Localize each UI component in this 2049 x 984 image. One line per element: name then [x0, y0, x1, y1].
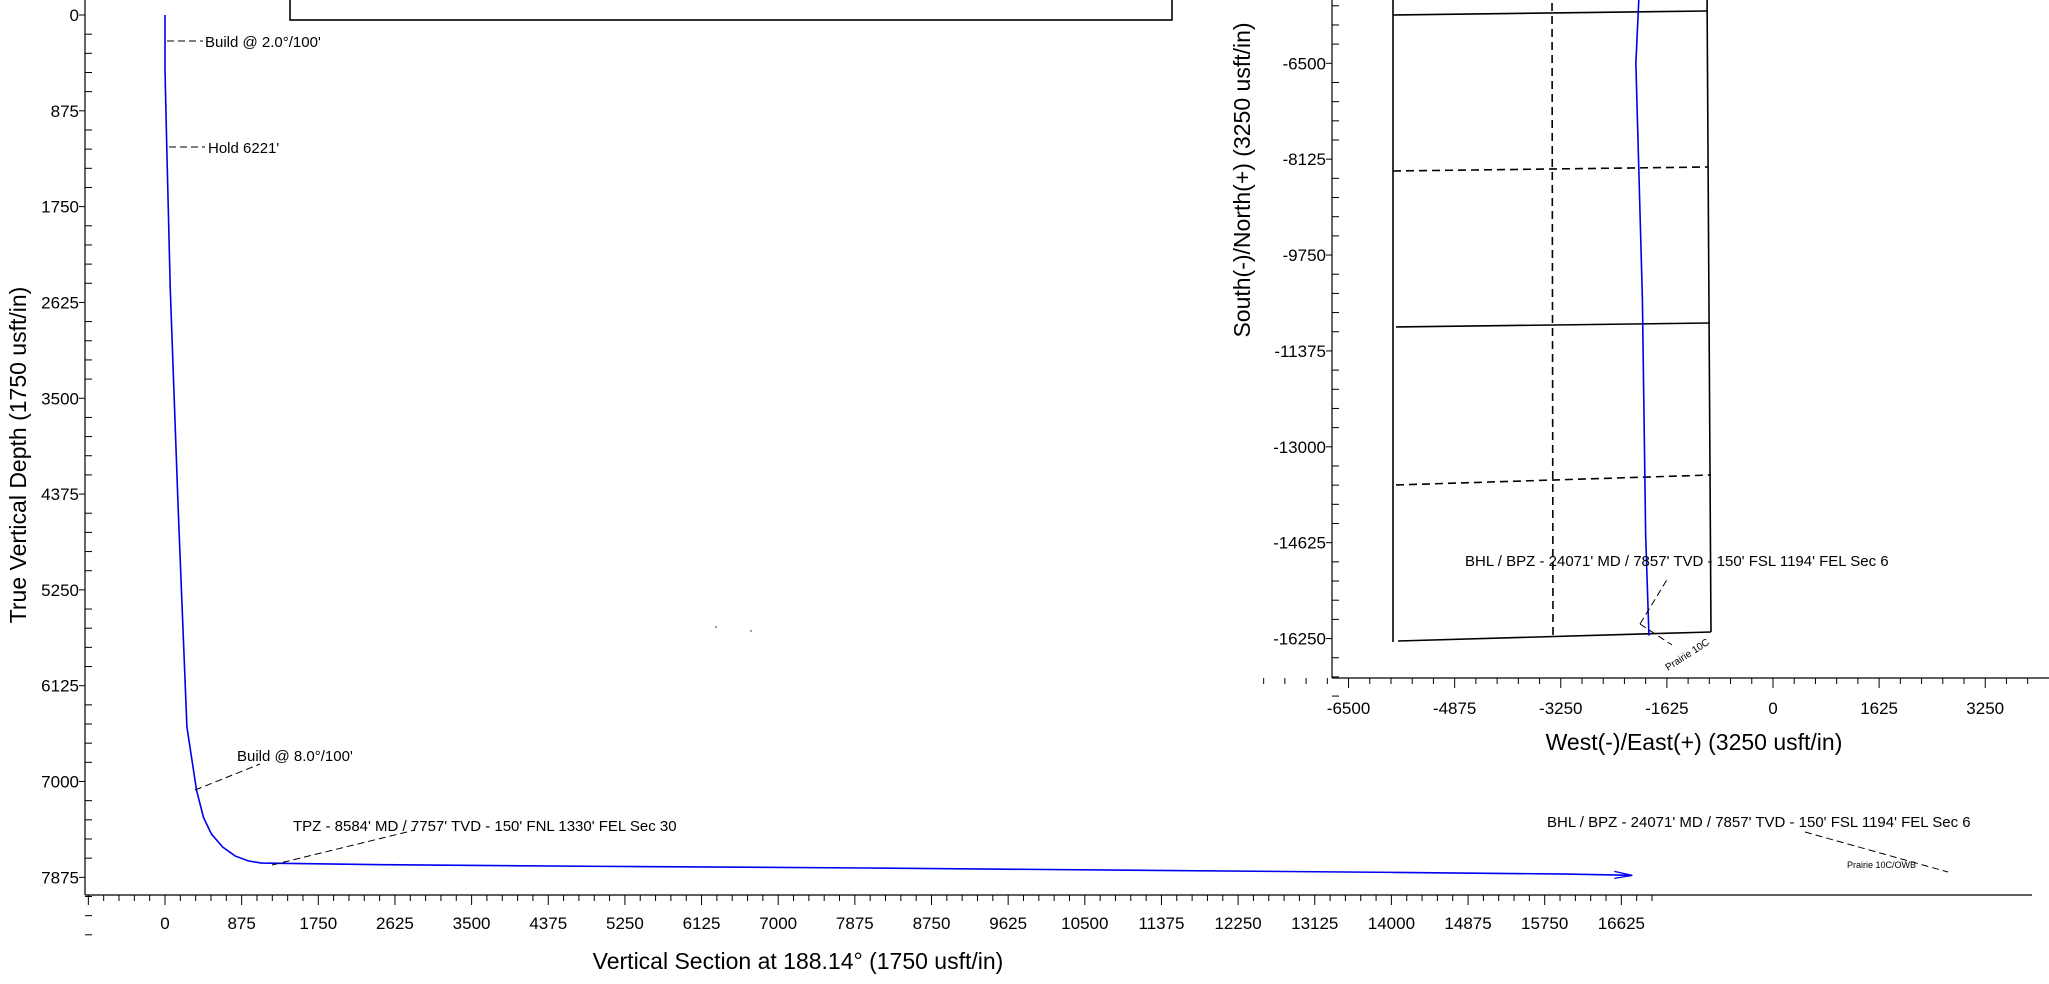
plan-well-path — [1635, 0, 1650, 636]
annotation-build-8deg: Build @ 8.0°/100' — [237, 748, 353, 765]
plan-y-tick-label: -14625 — [1273, 534, 1326, 553]
plan-y-axis-title: South(-)/North(+) (3250 usft/in) — [1229, 22, 1255, 337]
vs-y-tick-label: 7875 — [41, 868, 79, 887]
annotation-tpz: TPZ - 8584' MD / 7757' TVD - 150' FNL 13… — [293, 818, 677, 835]
plan-x-tick-label: -4875 — [1433, 699, 1476, 718]
vs-x-tick-label: 0 — [160, 914, 169, 933]
vs-x-tick-label: 14875 — [1444, 914, 1491, 933]
quarter-line-vertical — [1551, 0, 1554, 639]
vs-y-tick-label: 2625 — [41, 293, 79, 312]
vs-x-tick-label: 8750 — [913, 914, 951, 933]
plan-annotation-well-name: Prairie 10C — [1664, 637, 1712, 673]
annotation-hold: Hold 6221' — [208, 140, 279, 157]
section-line-east — [1706, 0, 1712, 633]
vs-x-tick-label: 6125 — [683, 914, 721, 933]
vs-x-tick-label: 12250 — [1214, 914, 1261, 933]
stray-dot — [715, 626, 717, 628]
plan-y-tick-label: -13000 — [1273, 438, 1326, 457]
section-line-south — [1397, 631, 1712, 642]
plan-x-tick-label: 1625 — [1860, 699, 1898, 718]
vs-x-tick-label: 9625 — [989, 914, 1027, 933]
section-line-north — [1392, 10, 1708, 16]
plan-x-axis-title: West(-)/East(+) (3250 usft/in) — [1546, 729, 1843, 755]
quarter-line-horizontal-2 — [1395, 474, 1712, 486]
vs-well-endpoint — [1614, 870, 1633, 879]
vs-x-tick-label: 7875 — [836, 914, 874, 933]
vs-x-tick-label: 10500 — [1061, 914, 1108, 933]
vs-x-tick-label: 2625 — [376, 914, 414, 933]
annotation-build-2deg: Build @ 2.0°/100' — [205, 34, 321, 51]
annotation-bhl: BHL / BPZ - 24071' MD / 7857' TVD - 150'… — [1547, 814, 1971, 831]
vs-x-tick-label: 11375 — [1138, 914, 1184, 933]
vs-x-tick-label: 5250 — [606, 914, 644, 933]
plan-y-tick-label: -6500 — [1283, 54, 1326, 73]
plan-annotation-bhl: BHL / BPZ - 24071' MD / 7857' TVD - 150'… — [1465, 553, 1889, 570]
quarter-line-horizontal-1 — [1392, 166, 1709, 172]
vs-x-tick-label: 875 — [227, 914, 255, 933]
plan-y-tick-label: -8125 — [1283, 150, 1326, 169]
annotation-leader — [1639, 577, 1669, 625]
vs-x-axis-title: Vertical Section at 188.14° (1750 usft/i… — [593, 948, 1004, 974]
vs-x-tick-label: 15750 — [1521, 914, 1568, 933]
plan-y-tick-label: -11375 — [1274, 342, 1326, 361]
annotation-well-name: Prairie 10C/OWB — [1847, 860, 1916, 870]
vs-y-tick-label: 0 — [70, 6, 79, 25]
annotation-leader — [271, 829, 416, 866]
vs-x-tick-label: 1750 — [299, 914, 337, 933]
annotation-leader — [1804, 831, 1949, 873]
vs-y-tick-label: 6125 — [41, 677, 79, 696]
vs-y-tick-label: 3500 — [41, 389, 79, 408]
plan-section-grid — [1392, 0, 1712, 642]
plan-x-tick-label: -3250 — [1539, 699, 1582, 718]
vs-y-tick-label: 7000 — [41, 773, 79, 792]
vs-x-tick-label: 13125 — [1291, 914, 1338, 933]
vs-y-axis-title: True Vertical Depth (1750 usft/in) — [5, 287, 31, 624]
annotation-leader — [194, 763, 261, 791]
vs-y-tick-label: 1750 — [41, 198, 79, 217]
vs-x-tick-label: 14000 — [1368, 914, 1415, 933]
vs-well-path — [164, 15, 1633, 877]
plan-x-tick-label: 0 — [1768, 699, 1777, 718]
vs-x-tick-label: 4375 — [529, 914, 567, 933]
vs-y-tick-label: 5250 — [41, 581, 79, 600]
vs-x-tick-label: 3500 — [453, 914, 491, 933]
vs-y-tick-label: 4375 — [41, 485, 79, 504]
plan-x-tick-label: -6500 — [1327, 699, 1370, 718]
vs-x-tick-label: 16625 — [1598, 914, 1645, 933]
vs-x-tick-label: 7000 — [759, 914, 797, 933]
section-line-mid — [1395, 322, 1711, 328]
annotation-leader — [1639, 623, 1673, 646]
plan-x-tick-label: 3250 — [1966, 699, 2004, 718]
plan-y-tick-label: -9750 — [1283, 246, 1326, 265]
stray-dot — [750, 630, 752, 632]
plan-x-tick-label: -1625 — [1645, 699, 1688, 718]
header-box-fragment — [289, 0, 1173, 21]
vs-y-tick-label: 875 — [51, 102, 79, 121]
plan-y-tick-label: -16250 — [1273, 630, 1326, 649]
